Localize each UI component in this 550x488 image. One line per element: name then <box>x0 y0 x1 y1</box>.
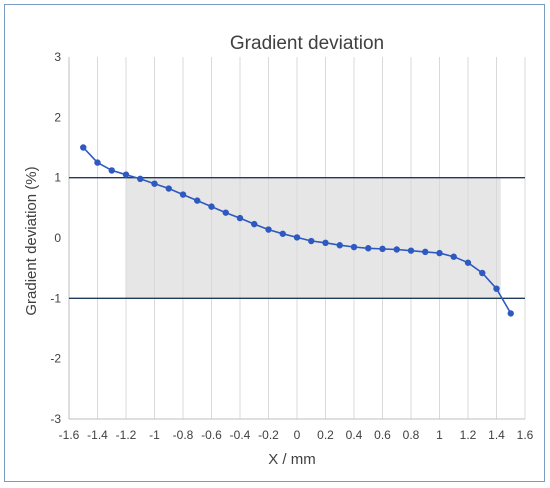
tolerance-band <box>126 177 501 299</box>
y-tick-label: 0 <box>54 231 61 245</box>
data-point <box>236 214 244 222</box>
x-tick-label: 1 <box>436 428 443 442</box>
x-tick-label: 0.4 <box>346 428 363 442</box>
y-axis-label: Gradient deviation (%) <box>23 166 40 315</box>
data-point <box>179 191 187 198</box>
data-point <box>365 245 372 252</box>
y-tick-label: -2 <box>50 352 61 366</box>
y-tick-label: 3 <box>54 50 61 64</box>
data-point <box>208 203 215 210</box>
x-tick-label: 1.6 <box>517 428 534 442</box>
data-point <box>322 239 329 247</box>
x-tick-label: -1.6 <box>59 428 80 442</box>
x-tick-label: 0.2 <box>317 428 334 442</box>
data-point <box>407 247 415 254</box>
chart-frame: Gradient deviation Gradient deviation (%… <box>4 4 545 482</box>
data-point <box>194 197 201 204</box>
x-tick-label: -0.8 <box>173 428 194 442</box>
data-point <box>422 248 429 256</box>
data-point <box>94 159 101 166</box>
x-tick-label: 0 <box>294 428 301 442</box>
chart-title: Gradient deviation <box>230 33 384 54</box>
x-tick-label: 0.6 <box>374 428 391 442</box>
data-point <box>122 171 130 178</box>
data-point <box>108 167 115 174</box>
x-tick-label: -1.2 <box>116 428 137 442</box>
data-point <box>293 234 301 241</box>
data-point <box>251 220 258 228</box>
data-point <box>80 144 87 151</box>
data-point <box>336 242 343 249</box>
x-tick-label: -1.4 <box>87 428 108 442</box>
data-point <box>350 243 358 251</box>
x-tick-label: -1 <box>149 428 160 442</box>
data-point <box>279 230 286 237</box>
x-tick-label: -0.4 <box>230 428 251 442</box>
y-tick-label: 2 <box>54 110 61 124</box>
y-tick-label: 1 <box>54 171 61 185</box>
data-point <box>222 209 229 216</box>
x-tick-label: -0.2 <box>258 428 279 442</box>
data-point <box>450 253 457 260</box>
data-point <box>137 175 144 183</box>
data-point <box>265 226 272 233</box>
data-point <box>379 245 386 253</box>
plot-area: -1.6 -1.4 -1.2 -1 -0.8 -0.6 -0.4 -0.2 0 0.2 0.4 0.6… <box>50 50 533 442</box>
x-tick-label: 1.4 <box>488 428 505 442</box>
y-tick-label: -3 <box>50 412 61 426</box>
data-point <box>165 185 172 192</box>
data-point <box>151 180 158 187</box>
chart: Gradient deviation Gradient deviation (%… <box>23 33 534 468</box>
x-axis-label: X / mm <box>268 451 316 468</box>
data-point <box>436 249 443 257</box>
data-point <box>479 269 486 277</box>
x-tick-label: 0.8 <box>403 428 420 442</box>
data-point <box>393 246 400 253</box>
data-point <box>464 259 472 266</box>
data-point <box>308 237 315 245</box>
y-tick-label: -1 <box>50 291 61 305</box>
data-point <box>507 310 514 317</box>
data-point <box>493 285 500 292</box>
x-tick-label: 1.2 <box>460 428 477 442</box>
x-tick-label: -0.6 <box>201 428 222 442</box>
